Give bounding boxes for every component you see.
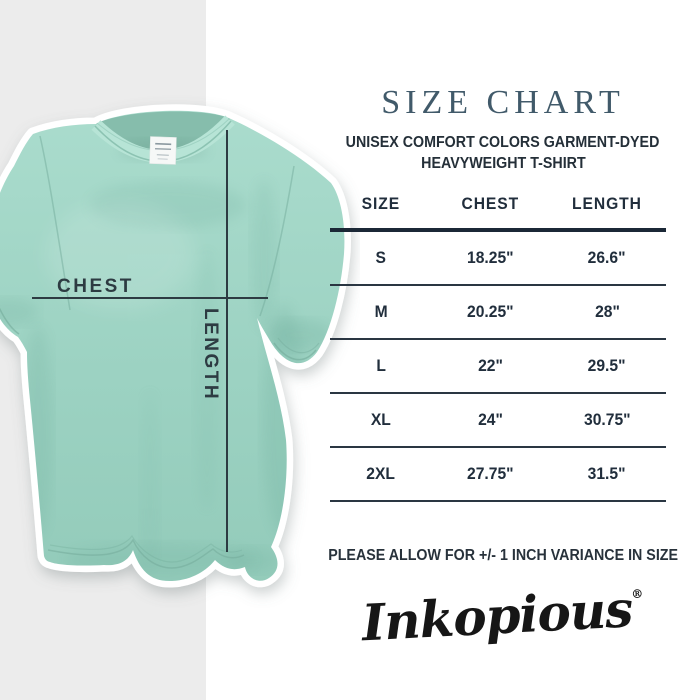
cell-size: S: [375, 248, 387, 267]
cell-chest: 18.25": [466, 248, 514, 267]
column-header-chest: CHEST: [461, 194, 519, 213]
cell-length: 26.6": [588, 248, 626, 267]
column-header-size: SIZE: [361, 194, 401, 213]
table-row: M 20.25" 28": [330, 286, 666, 340]
size-chart-panel: SIZE CHART UNISEX COMFORT COLORS GARMENT…: [310, 0, 696, 700]
table-row: XL 24" 30.75": [330, 394, 666, 448]
brand-logo-text: Inkopious: [360, 579, 634, 653]
table-row: S 18.25" 26.6": [330, 232, 666, 286]
cell-size: L: [376, 356, 386, 375]
fabric-shading: [0, 180, 332, 577]
size-table: SIZE CHEST LENGTH S 18.25" 26.6": [330, 180, 666, 502]
cell-length: 29.5": [588, 356, 626, 375]
cell-length: 31.5": [588, 464, 626, 483]
cell-size: M: [374, 302, 388, 321]
cell-chest: 20.25": [466, 302, 514, 321]
cell-chest: 24": [477, 410, 503, 429]
subtitle-line-1: UNISEX COMFORT COLORS GARMENT-DYED: [346, 134, 660, 151]
variance-note: PLEASE ALLOW FOR +/- 1 INCH VARIANCE IN …: [328, 547, 678, 564]
size-table-body: S 18.25" 26.6" M 20.25" 28": [330, 232, 666, 502]
cell-length: 30.75": [583, 410, 631, 429]
cell-length: 28": [594, 302, 620, 321]
length-label: LENGTH: [200, 308, 221, 401]
neck-tag: [149, 136, 177, 165]
registered-mark-icon: ®: [630, 586, 644, 602]
column-header-length: LENGTH: [572, 194, 642, 213]
page-title: SIZE CHART: [381, 84, 625, 121]
size-table-header: SIZE CHEST LENGTH: [330, 180, 666, 232]
cell-size: XL: [370, 410, 391, 429]
cell-size: 2XL: [366, 464, 396, 483]
chest-label: CHEST: [57, 276, 134, 297]
subtitle-line-2: HEAVYWEIGHT T-SHIRT: [420, 155, 586, 172]
cell-chest: 22": [477, 356, 503, 375]
measurement-annotations: CHEST LENGTH: [32, 130, 268, 552]
tshirt-photo: CHEST LENGTH: [0, 104, 351, 588]
brand-logo: Inkopious®: [309, 576, 698, 655]
table-row: L 22" 29.5": [330, 340, 666, 394]
seam-lines: [0, 135, 320, 569]
page-subtitle: UNISEX COMFORT COLORS GARMENT-DYED HEAVY…: [310, 132, 696, 174]
table-row: 2XL 27.75" 31.5": [330, 448, 666, 502]
cell-chest: 27.75": [466, 464, 514, 483]
